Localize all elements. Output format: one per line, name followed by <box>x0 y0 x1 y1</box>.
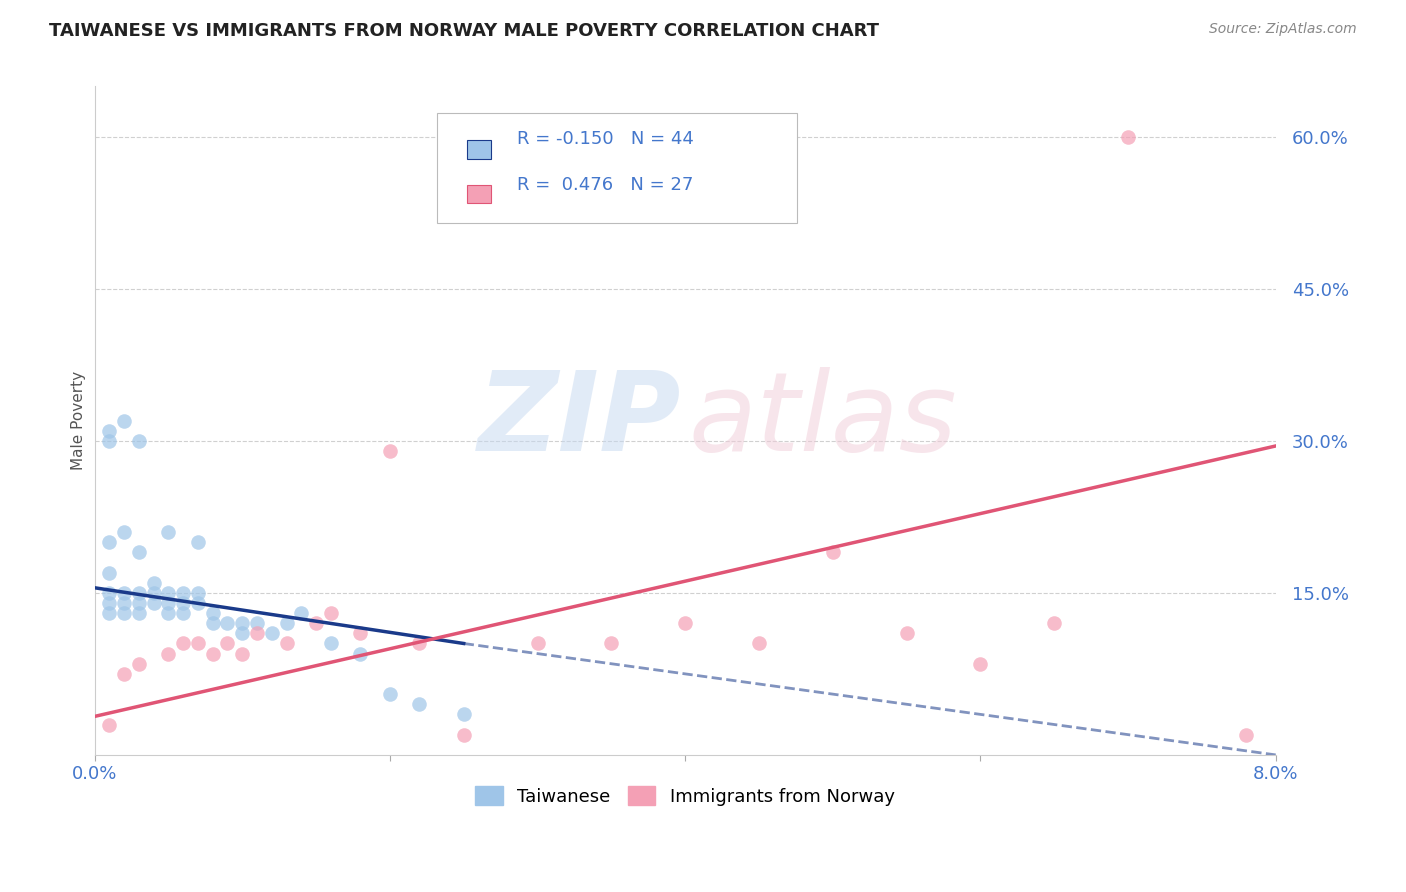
Point <box>112 606 135 620</box>
Point <box>142 575 165 590</box>
Text: R =  0.476   N = 27: R = 0.476 N = 27 <box>517 177 693 194</box>
Y-axis label: Male Poverty: Male Poverty <box>72 371 86 470</box>
Point <box>231 626 253 640</box>
Point <box>231 616 253 631</box>
Point <box>378 444 401 458</box>
Point <box>896 626 918 640</box>
Point <box>673 616 696 631</box>
Point <box>187 535 209 549</box>
Point <box>453 707 475 722</box>
Point <box>201 616 224 631</box>
FancyBboxPatch shape <box>437 113 797 223</box>
Point <box>290 606 312 620</box>
Point <box>157 606 180 620</box>
Point <box>128 657 150 671</box>
Point <box>453 728 475 742</box>
Point <box>217 636 239 650</box>
Point <box>98 535 121 549</box>
Text: Source: ZipAtlas.com: Source: ZipAtlas.com <box>1209 22 1357 37</box>
Point <box>98 586 121 600</box>
Point <box>201 606 224 620</box>
Text: TAIWANESE VS IMMIGRANTS FROM NORWAY MALE POVERTY CORRELATION CHART: TAIWANESE VS IMMIGRANTS FROM NORWAY MALE… <box>49 22 879 40</box>
Point <box>128 434 150 448</box>
Point <box>172 636 194 650</box>
Point <box>98 424 121 438</box>
Point <box>349 647 371 661</box>
FancyBboxPatch shape <box>467 140 492 159</box>
Point <box>969 657 991 671</box>
Point <box>187 586 209 600</box>
Point <box>128 545 150 559</box>
Point <box>246 626 269 640</box>
Point <box>319 606 342 620</box>
Point <box>128 586 150 600</box>
Point <box>157 596 180 610</box>
Text: ZIP: ZIP <box>478 368 682 475</box>
Point <box>98 566 121 580</box>
Point <box>172 586 194 600</box>
Point <box>821 545 844 559</box>
Point <box>201 647 224 661</box>
Point <box>408 698 430 712</box>
Point <box>1116 130 1139 145</box>
Point <box>1234 728 1257 742</box>
Point <box>349 626 371 640</box>
Point <box>319 636 342 650</box>
Point <box>98 596 121 610</box>
Point <box>246 616 269 631</box>
Point <box>378 687 401 701</box>
Point <box>112 666 135 681</box>
Point <box>276 616 298 631</box>
FancyBboxPatch shape <box>467 185 492 203</box>
Point <box>408 636 430 650</box>
Point <box>112 586 135 600</box>
Point <box>142 596 165 610</box>
Point <box>748 636 770 650</box>
Point <box>172 606 194 620</box>
Point <box>187 636 209 650</box>
Point <box>98 606 121 620</box>
Point <box>172 596 194 610</box>
Point <box>157 647 180 661</box>
Point <box>157 524 180 539</box>
Legend: Taiwanese, Immigrants from Norway: Taiwanese, Immigrants from Norway <box>468 779 903 813</box>
Point <box>526 636 548 650</box>
Point <box>157 586 180 600</box>
Point <box>260 626 283 640</box>
Text: atlas: atlas <box>689 368 957 475</box>
Point <box>128 596 150 610</box>
Point <box>231 647 253 661</box>
Point <box>305 616 328 631</box>
Point <box>187 596 209 610</box>
Point <box>142 586 165 600</box>
Point <box>1043 616 1066 631</box>
Point <box>112 596 135 610</box>
Text: R = -0.150   N = 44: R = -0.150 N = 44 <box>517 129 695 147</box>
Point <box>600 636 623 650</box>
Point <box>98 717 121 731</box>
Point <box>128 606 150 620</box>
Point <box>98 434 121 448</box>
Point <box>276 636 298 650</box>
Point <box>112 414 135 428</box>
Point <box>217 616 239 631</box>
Point <box>112 524 135 539</box>
